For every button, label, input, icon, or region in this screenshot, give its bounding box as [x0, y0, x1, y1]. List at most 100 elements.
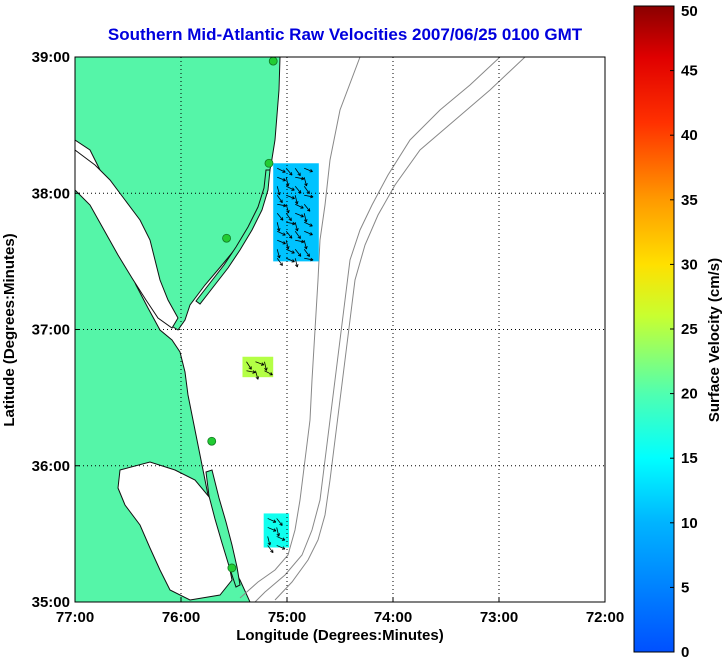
colorbar-tick-label: 10	[681, 515, 698, 532]
velocity-arrowhead	[260, 362, 265, 366]
velocity-arrowhead	[282, 241, 286, 245]
velocity-arrowhead	[276, 533, 280, 537]
velocity-arrowhead	[310, 257, 314, 262]
station-marker	[222, 233, 231, 243]
velocity-arrowhead	[255, 376, 260, 380]
x-tick-label: 76:00	[162, 609, 200, 626]
velocity-vector	[276, 545, 286, 550]
y-axis-ticks: 39:00 38:00 37:00 36:00 35:00	[32, 49, 80, 611]
radar-stations	[207, 57, 278, 573]
velocity-vector	[294, 249, 302, 257]
velocity-vector	[267, 518, 277, 523]
velocity-vector	[267, 527, 277, 532]
velocity-arrowhead	[272, 519, 277, 523]
velocity-arrowhead	[283, 203, 287, 208]
velocity-arrowhead	[264, 367, 268, 371]
velocity-arrowhead	[309, 169, 313, 173]
station-marker	[268, 57, 278, 66]
velocity-vector	[295, 212, 304, 218]
velocity-arrowhead	[292, 221, 296, 226]
velocity-arrowhead	[297, 235, 301, 239]
delmarva-islands	[195, 169, 271, 305]
velocity-vector	[285, 231, 293, 239]
velocity-arrowhead	[291, 250, 295, 254]
velocity-patch	[273, 163, 319, 262]
velocity-vector	[276, 258, 283, 266]
velocity-vector	[294, 168, 301, 176]
velocity-vector	[304, 230, 313, 236]
colorbar-ticks: 0 5 10 15 20 25 30 35 40 45 50	[670, 3, 698, 659]
velocity-arrowhead	[310, 194, 314, 199]
velocity-arrowhead	[270, 549, 274, 554]
y-tick-label: 35:00	[32, 594, 70, 611]
velocity-arrowhead	[295, 264, 299, 268]
colorbar: 0 5 10 15 20 25 30 35 40 45 50 Surface Velocity (c…	[633, 3, 723, 659]
velocity-arrowhead	[279, 199, 283, 204]
velocity-arrowhead	[276, 228, 281, 232]
velocity-arrowhead	[281, 546, 286, 550]
velocity-vector	[294, 186, 302, 194]
colorbar-gradient	[633, 5, 675, 653]
velocity-vector	[303, 213, 307, 223]
velocity-vector	[276, 518, 283, 526]
contour-mid	[254, 57, 501, 602]
velocity-arrowhead	[282, 232, 286, 236]
x-tick-label: 73:00	[480, 609, 518, 626]
velocity-vector	[276, 222, 280, 232]
velocity-arrowhead	[304, 245, 308, 250]
contour-outer	[274, 57, 526, 601]
velocity-vector	[304, 194, 314, 198]
outer-banks	[205, 469, 241, 588]
velocity-vector	[304, 221, 313, 227]
velocity-arrowhead	[269, 372, 273, 376]
velocity-vector	[294, 195, 298, 205]
velocity-arrowhead	[301, 176, 305, 181]
y-tick-label: 39:00	[32, 49, 70, 66]
contour-inner	[239, 57, 361, 599]
map-plot-area	[74, 56, 606, 603]
velocity-vector	[276, 213, 284, 221]
velocity-arrowhead	[281, 537, 286, 541]
velocity-vector	[286, 248, 295, 254]
velocity-vector	[276, 249, 280, 259]
station-marker	[264, 158, 274, 168]
velocity-arrowhead	[309, 232, 313, 236]
velocity-vector	[294, 231, 301, 239]
velocity-arrowhead	[306, 253, 310, 257]
velocity-vector	[286, 185, 295, 191]
velocity-vector	[276, 527, 280, 537]
velocity-arrowhead	[309, 223, 313, 227]
velocity-vector	[264, 370, 273, 376]
velocity-arrowhead	[288, 217, 292, 221]
x-tick-label: 74:00	[374, 609, 412, 626]
y-axis-label: Latitude (Degrees:Minutes)	[1, 233, 18, 426]
velocity-vector	[286, 194, 295, 199]
velocity-vector	[277, 167, 286, 173]
map-title: Southern Mid-Atlantic Raw Velocities 200…	[108, 25, 583, 44]
velocity-vector	[294, 258, 298, 268]
velocity-arrowhead	[301, 239, 305, 244]
velocity-vector	[303, 249, 310, 257]
velocity-arrowhead	[300, 205, 304, 209]
velocity-arrowhead	[306, 208, 311, 212]
bathymetry-contours	[239, 57, 526, 602]
velocity-arrowhead	[306, 190, 310, 194]
velocity-vector	[304, 257, 314, 261]
velocity-patch	[263, 513, 290, 548]
x-axis-ticks: 77:00 76:00 75:00 74:00 73:00 72:00	[56, 597, 624, 626]
velocity-arrowhead	[267, 542, 272, 546]
velocity-arrowhead	[289, 172, 293, 176]
velocity-arrowhead	[248, 366, 252, 370]
velocity-vector	[246, 361, 252, 370]
colorbar-tick-label: 5	[681, 579, 689, 596]
velocity-vector	[295, 239, 305, 243]
colorbar-tick-label: 30	[681, 256, 698, 273]
y-tick-label: 36:00	[32, 458, 70, 475]
velocity-vector	[276, 536, 286, 541]
velocity-arrowhead	[285, 246, 290, 250]
velocity-arrowhead	[294, 201, 299, 205]
velocity-arrowhead	[282, 169, 286, 173]
velocity-vector	[246, 370, 256, 373]
velocity-arrowhead	[300, 214, 304, 218]
